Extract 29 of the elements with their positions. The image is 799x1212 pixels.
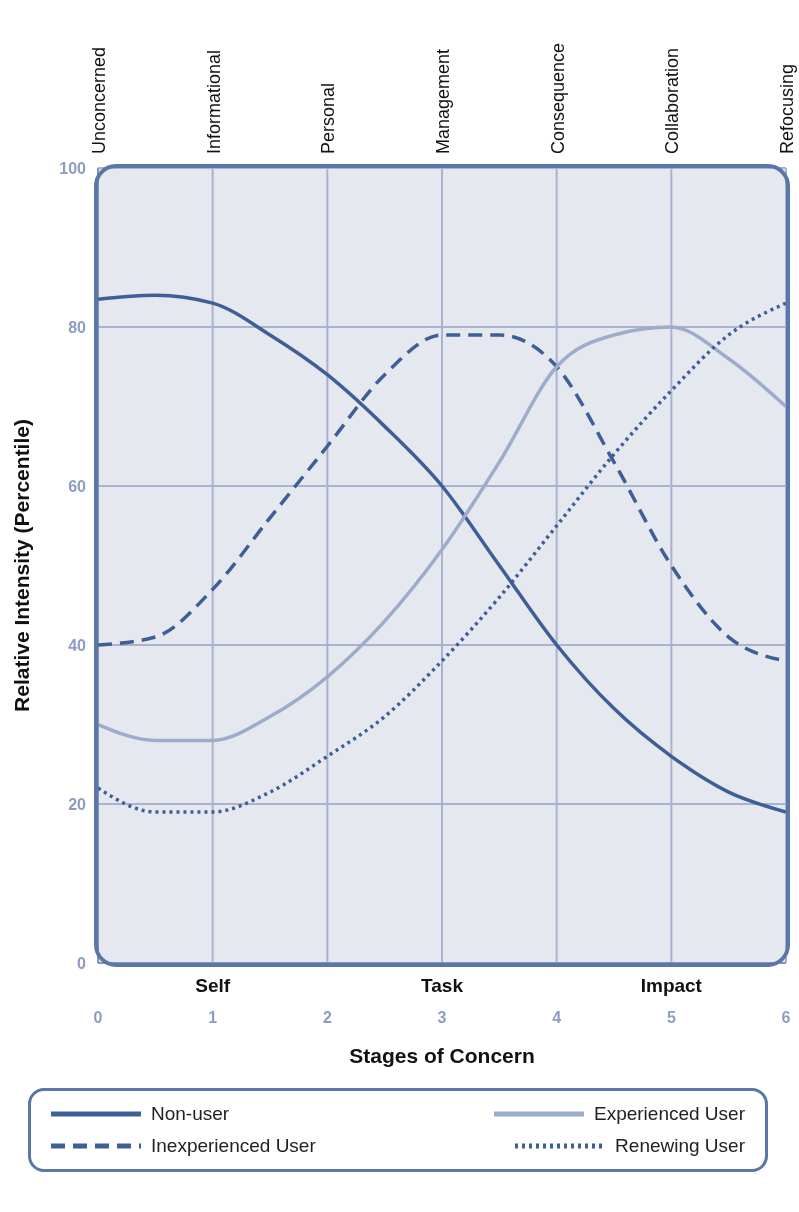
legend-label: Experienced User (593, 1103, 745, 1125)
y-tick-label: 40 (68, 637, 87, 654)
x-tick-label: 6 (781, 1009, 791, 1026)
x-axis-title: Stages of Concern (349, 1044, 535, 1067)
x-tick-label: 5 (666, 1009, 676, 1026)
text: Informational (203, 49, 224, 154)
legend-label: Non-user (151, 1103, 230, 1125)
legend-label: Inexperienced User (151, 1135, 316, 1157)
legend-label: Renewing User (615, 1135, 745, 1157)
x-tick-label: 1 (208, 1009, 218, 1026)
text: Task (420, 975, 464, 997)
text: Management (433, 48, 453, 154)
text: Impact (639, 975, 703, 997)
x-tick-label: 0 (93, 1009, 103, 1026)
x-tick-label: 3 (437, 1009, 447, 1026)
x-tick-label: 2 (322, 1009, 332, 1026)
y-tick-label: 60 (68, 478, 87, 495)
y-tick-label: 20 (68, 796, 87, 813)
y-axis-title: Relative Intensity (Percentile) (10, 419, 34, 712)
y-tick-label: 80 (68, 319, 87, 336)
text: Unconcerned (89, 46, 109, 154)
text: Collaboration (662, 47, 683, 154)
x-tick-label: 4 (552, 1009, 562, 1026)
y-tick-label: 0 (77, 955, 87, 972)
text: Personal (318, 82, 339, 154)
text: Self (194, 975, 232, 997)
y-tick-label: 100 (59, 160, 87, 177)
text: Consequence (547, 42, 568, 154)
text: Refocusing (777, 63, 797, 154)
